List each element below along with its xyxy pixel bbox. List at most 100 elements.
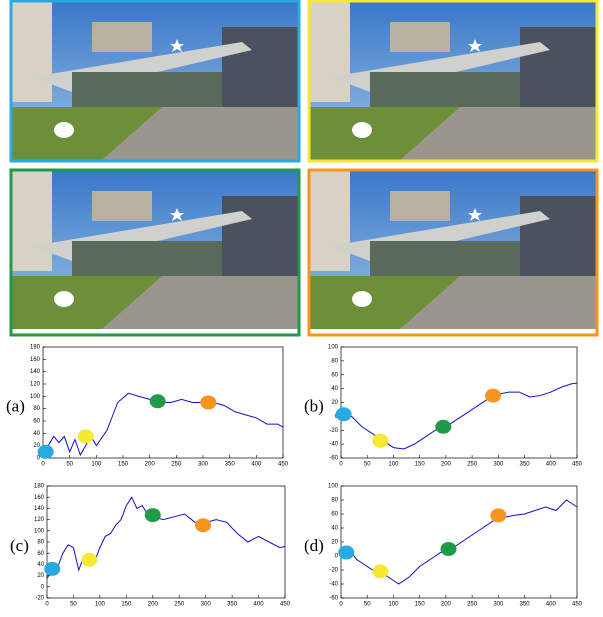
x-tick-label: 400 bbox=[251, 462, 262, 468]
axes-frame bbox=[47, 486, 285, 598]
marker-dot bbox=[195, 518, 211, 532]
y-tick-label: 20 bbox=[37, 573, 44, 579]
panel-label: (c) bbox=[10, 536, 29, 555]
x-tick-label: 100 bbox=[388, 602, 399, 608]
y-tick-label: 0 bbox=[41, 584, 45, 590]
y-tick-label: 100 bbox=[30, 394, 41, 400]
y-tick-label: 180 bbox=[34, 484, 45, 490]
axes-frame bbox=[341, 486, 577, 598]
x-tick-label: 300 bbox=[198, 462, 209, 468]
y-tick-label: 0 bbox=[335, 554, 339, 560]
marker-dot bbox=[435, 420, 451, 434]
y-tick-label: 60 bbox=[33, 419, 40, 425]
x-tick-label: 50 bbox=[70, 602, 77, 608]
y-tick-label: 80 bbox=[33, 406, 40, 412]
marker-dot bbox=[372, 434, 388, 448]
x-tick-label: 450 bbox=[572, 462, 583, 468]
marker-dot bbox=[490, 508, 506, 522]
marker-dot bbox=[200, 396, 216, 410]
x-tick-label: 150 bbox=[118, 462, 129, 468]
x-tick-label: 450 bbox=[280, 602, 291, 608]
y-tick-label: 160 bbox=[30, 357, 41, 363]
x-tick-label: 100 bbox=[388, 462, 399, 468]
x-tick-label: 200 bbox=[145, 462, 156, 468]
x-tick-label: 400 bbox=[546, 602, 557, 608]
y-tick-label: 40 bbox=[331, 526, 338, 532]
y-tick-label: 100 bbox=[328, 345, 339, 351]
marker-dot bbox=[78, 429, 94, 443]
x-tick-label: 0 bbox=[339, 602, 343, 608]
marker-dot bbox=[150, 394, 166, 408]
x-tick-label: 100 bbox=[91, 462, 102, 468]
x-tick-label: 200 bbox=[148, 602, 159, 608]
y-tick-label: 140 bbox=[30, 369, 41, 375]
y-tick-label: 60 bbox=[331, 512, 338, 518]
plot: 050100150200250300350400450-60-40-200204… bbox=[304, 345, 583, 468]
x-tick-label: 400 bbox=[546, 462, 557, 468]
x-tick-label: 300 bbox=[493, 462, 504, 468]
x-tick-label: 400 bbox=[254, 602, 265, 608]
x-tick-label: 350 bbox=[227, 602, 238, 608]
marker-dot bbox=[441, 542, 457, 556]
marker-dot bbox=[485, 389, 501, 403]
y-tick-label: -60 bbox=[329, 456, 338, 462]
x-tick-label: 0 bbox=[41, 462, 45, 468]
y-tick-label: 180 bbox=[30, 345, 41, 351]
marker-dot bbox=[372, 564, 388, 578]
y-tick-label: 60 bbox=[331, 372, 338, 378]
y-tick-label: -20 bbox=[35, 596, 44, 602]
x-tick-label: 150 bbox=[415, 602, 426, 608]
marker-dot bbox=[44, 562, 60, 576]
x-tick-label: 450 bbox=[278, 462, 289, 468]
x-tick-label: 100 bbox=[95, 602, 106, 608]
marker-dot bbox=[336, 407, 352, 421]
y-tick-label: 100 bbox=[328, 484, 339, 490]
x-tick-label: 0 bbox=[339, 462, 343, 468]
panel-label: (b) bbox=[304, 396, 324, 415]
y-tick-label: 20 bbox=[331, 540, 338, 546]
x-tick-label: 50 bbox=[364, 462, 371, 468]
y-tick-label: 100 bbox=[34, 528, 45, 534]
marker-dot bbox=[145, 508, 161, 522]
x-tick-label: 200 bbox=[441, 462, 452, 468]
y-tick-label: 120 bbox=[30, 382, 41, 388]
x-tick-label: 150 bbox=[415, 462, 426, 468]
x-tick-label: 50 bbox=[66, 462, 73, 468]
photo-b bbox=[309, 1, 597, 161]
x-tick-label: 350 bbox=[520, 602, 531, 608]
y-tick-label: 140 bbox=[34, 506, 45, 512]
y-tick-label: 120 bbox=[34, 517, 45, 523]
x-tick-label: 350 bbox=[225, 462, 236, 468]
x-tick-label: 250 bbox=[467, 602, 478, 608]
x-tick-label: 250 bbox=[174, 602, 185, 608]
y-tick-label: -40 bbox=[329, 582, 338, 588]
x-tick-label: 50 bbox=[364, 602, 371, 608]
x-tick-label: 200 bbox=[441, 602, 452, 608]
y-tick-label: -20 bbox=[329, 568, 338, 574]
y-tick-label: 80 bbox=[37, 540, 44, 546]
figure: 0501001502002503003504004500204060801001… bbox=[0, 0, 603, 617]
panel-label: (d) bbox=[304, 536, 324, 555]
y-tick-label: 40 bbox=[331, 386, 338, 392]
x-tick-label: 300 bbox=[493, 602, 504, 608]
photo-d bbox=[309, 170, 597, 335]
y-tick-label: 80 bbox=[331, 358, 338, 364]
marker-dot bbox=[81, 553, 97, 567]
y-tick-label: -20 bbox=[329, 428, 338, 434]
x-tick-label: 250 bbox=[467, 462, 478, 468]
photo-c bbox=[11, 170, 299, 335]
marker-dot bbox=[338, 546, 354, 560]
x-tick-label: 0 bbox=[45, 602, 49, 608]
y-tick-label: 40 bbox=[33, 431, 40, 437]
x-tick-label: 250 bbox=[171, 462, 182, 468]
y-tick-label: 60 bbox=[37, 551, 44, 557]
x-tick-label: 450 bbox=[572, 602, 583, 608]
y-tick-label: 80 bbox=[331, 498, 338, 504]
y-tick-label: 40 bbox=[37, 562, 44, 568]
figure-canvas: 0501001502002503003504004500204060801001… bbox=[0, 0, 603, 617]
x-tick-label: 150 bbox=[121, 602, 132, 608]
